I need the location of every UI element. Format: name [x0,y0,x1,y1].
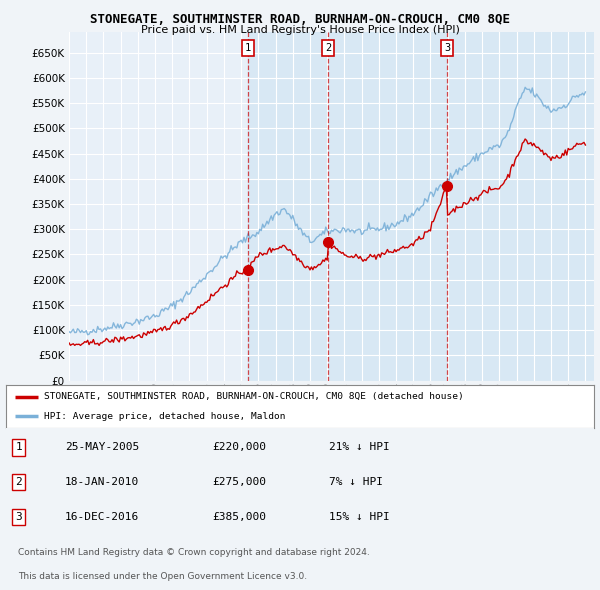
Text: 16-DEC-2016: 16-DEC-2016 [65,512,139,522]
Text: £275,000: £275,000 [212,477,266,487]
Text: £385,000: £385,000 [212,512,266,522]
Text: 1: 1 [245,43,251,53]
Text: 1: 1 [16,442,22,453]
Bar [248,32,594,381]
Text: 18-JAN-2010: 18-JAN-2010 [65,477,139,487]
Text: 3: 3 [16,512,22,522]
Text: 15% ↓ HPI: 15% ↓ HPI [329,512,390,522]
Text: STONEGATE, SOUTHMINSTER ROAD, BURNHAM-ON-CROUCH, CM0 8QE (detached house): STONEGATE, SOUTHMINSTER ROAD, BURNHAM-ON… [44,392,464,401]
Text: HPI: Average price, detached house, Maldon: HPI: Average price, detached house, Mald… [44,412,286,421]
Text: 25-MAY-2005: 25-MAY-2005 [65,442,139,453]
Text: Contains HM Land Registry data © Crown copyright and database right 2024.: Contains HM Land Registry data © Crown c… [18,548,370,558]
Text: 3: 3 [444,43,450,53]
Text: 2: 2 [16,477,22,487]
Text: Price paid vs. HM Land Registry's House Price Index (HPI): Price paid vs. HM Land Registry's House … [140,25,460,35]
Text: 2: 2 [325,43,331,53]
Text: £220,000: £220,000 [212,442,266,453]
Text: 7% ↓ HPI: 7% ↓ HPI [329,477,383,487]
Text: 21% ↓ HPI: 21% ↓ HPI [329,442,390,453]
Text: STONEGATE, SOUTHMINSTER ROAD, BURNHAM-ON-CROUCH, CM0 8QE: STONEGATE, SOUTHMINSTER ROAD, BURNHAM-ON… [90,13,510,26]
Text: This data is licensed under the Open Government Licence v3.0.: This data is licensed under the Open Gov… [18,572,307,581]
